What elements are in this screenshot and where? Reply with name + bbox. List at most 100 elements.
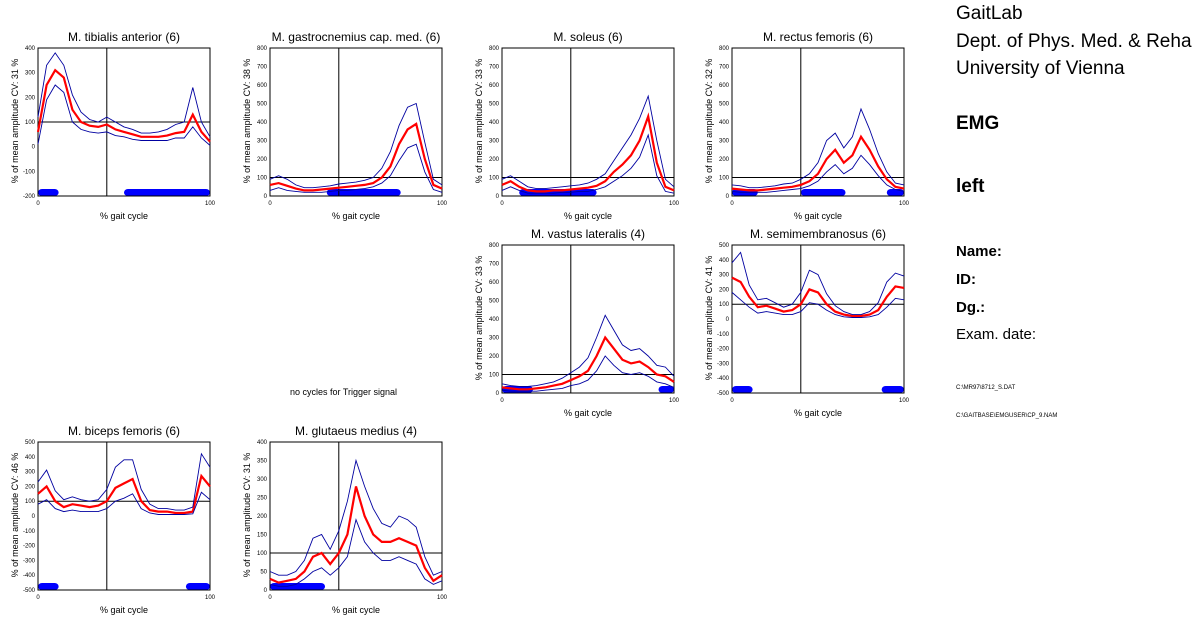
emg-chart-gastrocnemius: M. gastrocnemius cap. med. (6) % of mean… (236, 30, 452, 226)
y-tick-label: 600 (489, 280, 500, 286)
plot-area: 0 100 200 300 400 500 600 700 800 0 100 (489, 243, 680, 404)
y-tick-label: 300 (25, 71, 36, 77)
x-axis-label: % gait cycle (563, 408, 613, 418)
x-tick-label: 0 (730, 398, 734, 404)
series-lower (269, 143, 443, 193)
y-tick-label: 400 (719, 120, 730, 126)
y-tick-label: 700 (489, 65, 500, 71)
onoff-bar (732, 386, 753, 393)
side-label: left (956, 176, 985, 197)
series-mean (36, 68, 211, 143)
y-tick-label: 500 (719, 243, 730, 249)
y-tick-label: 150 (257, 533, 268, 539)
y-tick-label: 0 (726, 317, 730, 323)
data-file-path: C:\MR97\8712_S.DAT (956, 385, 1016, 391)
plot-frame (269, 441, 443, 591)
y-tick-label: 0 (496, 194, 500, 200)
x-tick-label: 100 (669, 201, 680, 207)
onoff-bar (38, 583, 59, 590)
onoff-bar (124, 189, 210, 196)
y-tick-label: 800 (719, 46, 730, 52)
onoff-bar (800, 189, 846, 196)
y-tick-label: 100 (257, 176, 268, 182)
y-tick-label: 300 (489, 139, 500, 145)
x-tick-label: 100 (205, 595, 216, 601)
emg-chart-semimembranosus: M. semimembranosus (6) % of mean amplitu… (698, 227, 914, 423)
x-tick-label: 100 (437, 201, 448, 207)
y-tick-label: 400 (489, 120, 500, 126)
y-tick-label: 0 (496, 391, 500, 397)
y-tick-label: 0 (32, 514, 36, 520)
series-upper (269, 102, 443, 189)
series-mean (37, 473, 211, 515)
x-axis-label: % gait cycle (793, 211, 843, 221)
emg-chart-vastus-lateralis: M. vastus lateralis (4) % of mean amplit… (468, 227, 684, 423)
plot-frame (501, 47, 675, 197)
y-tick-label: 100 (257, 551, 268, 557)
plot-frame (269, 47, 443, 197)
y-tick-label: 200 (489, 157, 500, 163)
onoff-bar (326, 189, 401, 196)
x-tick-label: 100 (899, 398, 910, 404)
series-upper (37, 52, 211, 138)
chart-title: M. semimembranosus (6) (749, 227, 887, 241)
name-label: Name: (956, 243, 1002, 260)
series-upper (501, 94, 675, 190)
y-tick-label: 0 (726, 194, 730, 200)
y-tick-label: 100 (719, 302, 730, 308)
y-tick-label: 300 (719, 139, 730, 145)
y-tick-label: 500 (489, 299, 500, 305)
y-tick-label: -200 (717, 347, 730, 353)
department: Dept. of Phys. Med. & Reha (956, 31, 1192, 52)
y-tick-label: 400 (719, 258, 730, 264)
x-tick-label: 0 (268, 201, 272, 207)
y-tick-label: -200 (23, 544, 36, 550)
modality-label: EMG (956, 113, 1000, 134)
y-tick-label: -200 (23, 194, 36, 200)
series-mean (269, 122, 443, 192)
y-tick-label: 100 (489, 176, 500, 182)
x-tick-label: 0 (268, 595, 272, 601)
chart-title: M. gastrocnemius cap. med. (6) (271, 30, 441, 44)
y-tick-label: 400 (25, 46, 36, 52)
y-tick-label: -300 (23, 558, 36, 564)
plot-area: -200 -100 0 100 200 300 400 0 100 (23, 46, 216, 207)
plot-frame (501, 244, 675, 394)
series-mean (269, 486, 443, 584)
series-lower (731, 292, 905, 318)
plot-area: 0 100 200 300 400 500 600 700 800 0 100 (489, 46, 680, 207)
y-tick-label: 100 (719, 176, 730, 182)
series-lower (37, 84, 211, 146)
series-lower (501, 355, 675, 392)
x-axis-label: % gait cycle (99, 605, 149, 615)
y-tick-label: 100 (25, 120, 36, 126)
y-tick-label: 500 (25, 440, 36, 446)
x-axis-label: % gait cycle (793, 408, 843, 418)
no-cycles-note: no cycles for Trigger signal (290, 387, 398, 397)
series-upper (731, 251, 905, 316)
plot-frame (37, 441, 211, 591)
y-tick-label: 400 (257, 440, 268, 446)
y-tick-label: 500 (719, 102, 730, 108)
university: University of Vienna (956, 58, 1125, 79)
x-tick-label: 0 (500, 398, 504, 404)
y-tick-label: 300 (25, 470, 36, 476)
x-axis-label: % gait cycle (99, 211, 149, 221)
exam-date-label: Exam. date: (956, 326, 1037, 343)
y-tick-label: 400 (489, 317, 500, 323)
plot-area: 0 100 200 300 400 500 600 700 800 0 100 (257, 46, 448, 207)
plot-area: -500 -400 -300 -200 -100 0 100 200 300 400 500 0 100 (717, 243, 910, 404)
y-tick-label: 200 (489, 354, 500, 360)
y-tick-label: 700 (719, 65, 730, 71)
id-label: ID: (956, 271, 976, 288)
series-upper (37, 452, 211, 511)
emg-chart-glutaeus-medius: M. glutaeus medius (4) % of mean amplitu… (236, 424, 452, 620)
y-tick-label: 200 (25, 95, 36, 101)
name-file-path: C:\GAITBASE\EMGUSER\CP_9.NAM (956, 413, 1058, 419)
chart-title: M. biceps femoris (6) (67, 424, 181, 438)
series-mean (501, 335, 675, 391)
chart-title: M. rectus femoris (6) (762, 30, 873, 44)
x-axis-label: % gait cycle (563, 211, 613, 221)
dg-label: Dg.: (956, 299, 986, 316)
y-tick-label: 250 (257, 496, 268, 502)
